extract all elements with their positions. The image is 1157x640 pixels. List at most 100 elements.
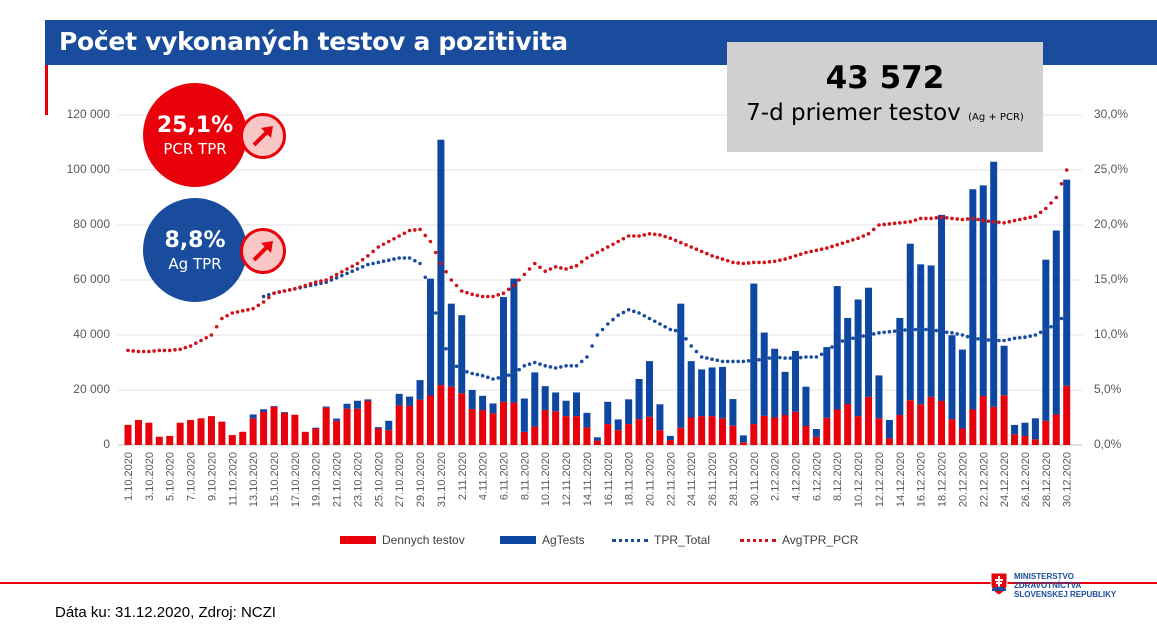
line-point-tpr-total bbox=[517, 367, 521, 372]
line-point-tpr-total bbox=[506, 373, 511, 377]
line-point-tpr-total bbox=[903, 328, 907, 332]
bar-agtests bbox=[531, 372, 539, 427]
line-point-tpr-total bbox=[663, 324, 667, 329]
bar-dennych-testov bbox=[865, 396, 873, 445]
line-point-avgtpr-pcr bbox=[220, 316, 224, 321]
line-point-tpr-total bbox=[1054, 322, 1059, 326]
line-point-avgtpr-pcr bbox=[642, 233, 647, 237]
line-point-avgtpr-pcr bbox=[960, 217, 965, 222]
line-point-avgtpr-pcr bbox=[918, 216, 923, 221]
bar-agtests bbox=[1011, 424, 1019, 435]
line-point-avgtpr-pcr bbox=[626, 234, 631, 238]
line-point-avgtpr-pcr bbox=[512, 283, 516, 288]
bar-dennych-testov bbox=[468, 408, 476, 445]
bar-dennych-testov bbox=[301, 431, 309, 445]
line-point-avgtpr-pcr bbox=[1023, 216, 1027, 221]
legend-swatch bbox=[612, 538, 648, 542]
bar-agtests bbox=[990, 161, 998, 407]
line-point-avgtpr-pcr bbox=[1064, 168, 1069, 172]
line-point-tpr-total bbox=[543, 364, 547, 368]
x-tick-label: 20.11.2020 bbox=[645, 452, 657, 506]
line-point-avgtpr-pcr bbox=[204, 335, 209, 340]
line-point-avgtpr-pcr bbox=[710, 254, 714, 258]
line-point-avgtpr-pcr bbox=[439, 261, 443, 266]
line-point-avgtpr-pcr bbox=[976, 217, 980, 222]
line-point-tpr-total bbox=[731, 359, 735, 364]
y-tick-label: 20 000 bbox=[73, 382, 110, 396]
legend-label: AvgTPR_PCR bbox=[782, 533, 859, 547]
bar-dennych-testov bbox=[385, 430, 393, 445]
line-point-tpr-total bbox=[423, 275, 428, 280]
line-point-avgtpr-pcr bbox=[882, 222, 886, 227]
line-point-tpr-total bbox=[1044, 327, 1048, 332]
line-point-avgtpr-pcr bbox=[929, 216, 933, 221]
line-point-avgtpr-pcr bbox=[668, 236, 673, 240]
line-point-tpr-total bbox=[851, 336, 855, 341]
line-point-tpr-total bbox=[746, 359, 751, 363]
x-tick-label: 15.10.2020 bbox=[269, 452, 281, 507]
line-point-tpr-total bbox=[465, 370, 469, 374]
line-point-avgtpr-pcr bbox=[256, 303, 261, 308]
line-point-avgtpr-pcr bbox=[788, 255, 793, 260]
line-point-tpr-total bbox=[720, 359, 725, 364]
logo-line: ZDRAVOTNÍCTVA bbox=[1014, 581, 1082, 590]
x-tick-label: 30.12.2020 bbox=[1062, 452, 1074, 507]
line-point-tpr-total bbox=[944, 330, 949, 335]
x-tick-label: 24.11.2020 bbox=[686, 452, 698, 506]
bar-dennych-testov bbox=[228, 435, 236, 445]
line-point-avgtpr-pcr bbox=[715, 255, 720, 260]
bar-agtests bbox=[646, 361, 653, 417]
line-point-tpr-total bbox=[1002, 338, 1006, 343]
line-point-avgtpr-pcr bbox=[944, 216, 949, 220]
line-point-avgtpr-pcr bbox=[898, 221, 902, 225]
line-point-tpr-total bbox=[459, 368, 464, 373]
bar-dennych-testov bbox=[927, 396, 935, 445]
bar-dennych-testov bbox=[499, 401, 507, 445]
line-point-avgtpr-pcr bbox=[527, 267, 532, 271]
line-point-avgtpr-pcr bbox=[423, 233, 428, 238]
line-point-tpr-total bbox=[913, 327, 918, 332]
line-point-tpr-total bbox=[642, 313, 647, 318]
legend-item-avgtpr-pcr: AvgTPR_PCR bbox=[740, 533, 858, 547]
line-point-tpr-total bbox=[470, 371, 474, 376]
y-tick-label: 60 000 bbox=[73, 272, 110, 286]
line-point-avgtpr-pcr bbox=[444, 269, 448, 274]
line-point-avgtpr-pcr bbox=[595, 250, 600, 255]
bar-agtests bbox=[833, 286, 841, 410]
bar-dennych-testov bbox=[249, 418, 257, 445]
line-point-avgtpr-pcr bbox=[746, 261, 751, 265]
bar-agtests bbox=[479, 395, 487, 411]
line-point-avgtpr-pcr bbox=[887, 222, 892, 226]
x-tick-label: 22.12.2020 bbox=[978, 452, 990, 507]
line-point-tpr-total bbox=[407, 256, 412, 260]
line-point-avgtpr-pcr bbox=[600, 247, 605, 252]
x-tick-label: 14.11.2020 bbox=[582, 452, 594, 506]
bar-agtests bbox=[812, 429, 820, 437]
x-tick-label: 13.10.2020 bbox=[248, 452, 260, 507]
x-tick-label: 2.12.2020 bbox=[770, 452, 782, 501]
line-point-tpr-total bbox=[898, 328, 902, 333]
bar-agtests bbox=[802, 386, 810, 427]
line-point-tpr-total bbox=[767, 356, 772, 360]
bar-agtests bbox=[593, 437, 601, 441]
bar-agtests bbox=[343, 403, 351, 409]
bar-dennych-testov bbox=[739, 442, 747, 445]
line-point-tpr-total bbox=[475, 372, 480, 377]
line-point-tpr-total bbox=[929, 327, 933, 332]
bar-agtests bbox=[249, 414, 257, 419]
line-point-avgtpr-pcr bbox=[924, 216, 928, 221]
bar-agtests bbox=[426, 278, 434, 396]
line-point-avgtpr-pcr bbox=[188, 344, 193, 348]
line-point-avgtpr-pcr bbox=[381, 242, 386, 247]
bar-dennych-testov bbox=[562, 416, 570, 445]
line-point-avgtpr-pcr bbox=[861, 234, 866, 238]
bar-agtests bbox=[322, 406, 330, 408]
line-point-avgtpr-pcr bbox=[845, 239, 850, 244]
line-point-avgtpr-pcr bbox=[298, 285, 302, 289]
bar-agtests bbox=[666, 435, 674, 441]
line-point-tpr-total bbox=[971, 336, 975, 341]
bar-dennych-testov bbox=[823, 417, 831, 445]
bar-agtests bbox=[416, 380, 424, 400]
bar-dennych-testov bbox=[812, 436, 820, 445]
